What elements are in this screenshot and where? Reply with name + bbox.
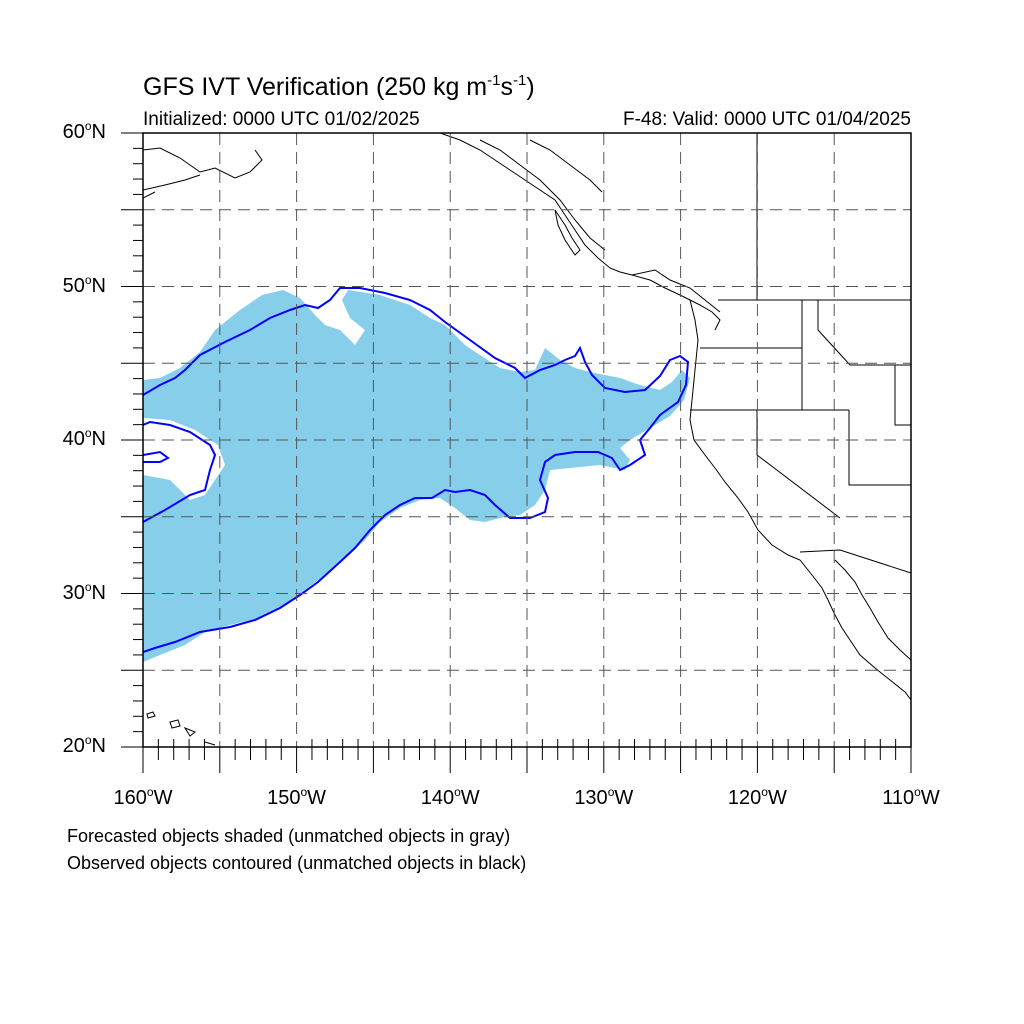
- degree-symbol: o: [84, 579, 92, 594]
- forecast-ivt-object: [143, 290, 690, 662]
- lon-label: 120oW: [712, 785, 802, 810]
- hemisphere-letter: N: [91, 581, 106, 604]
- hemisphere-letter: N: [91, 735, 106, 757]
- lon-label-number: 140: [420, 787, 455, 809]
- hemisphere-letter: W: [767, 787, 787, 809]
- chart-title: GFS IVT Verification (250 kg m-1s-1): [143, 72, 535, 101]
- degree-symbol: o: [761, 785, 768, 799]
- lon-label-number: 160: [113, 787, 147, 809]
- degree-symbol: o: [84, 272, 92, 287]
- hemisphere-letter: N: [91, 274, 106, 297]
- caption-forecast: Forecasted objects shaded (unmatched obj…: [67, 826, 511, 846]
- graticule: [143, 133, 911, 747]
- hemisphere-letter: W: [307, 787, 327, 809]
- lat-label-number: 40: [62, 428, 85, 450]
- degree-symbol: o: [84, 119, 92, 133]
- degree-symbol: o: [454, 785, 461, 799]
- lat-label: 30oN: [40, 580, 106, 605]
- degree-symbol: o: [146, 785, 154, 799]
- state-boundaries: [690, 133, 911, 574]
- degree-symbol: o: [607, 785, 615, 799]
- observed-ivt-contour: [143, 287, 690, 653]
- lon-label: 150oW: [252, 785, 342, 810]
- lat-label: 40oN: [40, 426, 106, 451]
- hemisphere-letter: W: [614, 787, 634, 809]
- degree-symbol: o: [914, 785, 921, 799]
- degree-symbol: o: [300, 785, 308, 799]
- hemisphere-letter: W: [460, 787, 480, 809]
- hawaii-coastline: [146, 711, 216, 746]
- lon-label-number: 150: [267, 787, 301, 809]
- lat-label-number: 50: [62, 274, 85, 297]
- canada-islands-coastline: [554, 209, 721, 313]
- us-west-coastline: [689, 299, 911, 701]
- alaska-coastline: [143, 147, 263, 199]
- degree-symbol: o: [84, 733, 92, 747]
- lat-label: 20oN: [40, 733, 106, 758]
- southeast-alaska-coastline: [439, 133, 721, 331]
- lon-label: 160oW: [98, 785, 188, 810]
- baja-gulf-coastline: [834, 559, 911, 661]
- lon-label: 140oW: [405, 785, 495, 810]
- lat-label: 50oN: [40, 273, 106, 298]
- lat-label-number: 60: [62, 121, 85, 143]
- initialized-time: Initialized: 0000 UTC 01/02/2025: [143, 109, 420, 130]
- degree-symbol: o: [84, 426, 92, 440]
- lat-label: 60oN: [40, 119, 106, 144]
- caption-observed: Observed objects contoured (unmatched ob…: [67, 853, 527, 873]
- lat-label-number: 30: [62, 581, 85, 604]
- lon-label-number: 120: [727, 787, 762, 809]
- lon-label-number: 130: [574, 787, 608, 809]
- lon-label: 110oW: [866, 785, 956, 810]
- hemisphere-letter: W: [153, 787, 173, 809]
- hemisphere-letter: N: [91, 121, 106, 143]
- lon-label-number: 110: [882, 787, 915, 809]
- lat-label-number: 20: [62, 735, 85, 757]
- valid-time: F-48: Valid: 0000 UTC 01/04/2025: [623, 109, 911, 130]
- lon-label: 130oW: [559, 785, 649, 810]
- axis-ticks: [121, 132, 912, 773]
- hemisphere-letter: N: [91, 428, 106, 450]
- hemisphere-letter: W: [920, 787, 940, 809]
